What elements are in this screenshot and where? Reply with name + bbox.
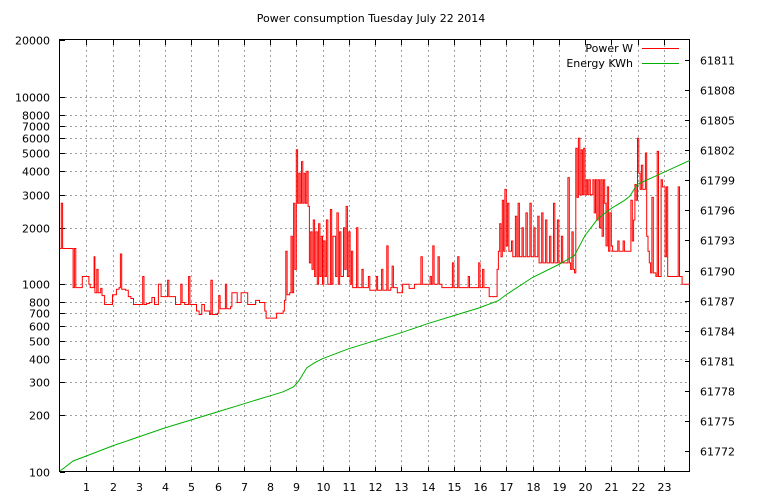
x-tick-label: 23 [658,481,672,494]
y-left-tick-label: 20000 [15,35,50,48]
y-left-tick-label: 5000 [22,148,50,161]
x-tick-label: 16 [474,481,488,494]
x-tick-label: 11 [343,481,357,494]
y-right-tick-label: 61787 [700,296,735,309]
y-axis-right: 61772 61775 61778 61781 61784 61787 61790 61793… [685,55,735,459]
series-line-power [60,137,690,319]
x-tick-label: 4 [162,481,169,494]
x-tick-label: 20 [579,481,593,494]
x-tick-label: 1 [83,481,90,494]
y-right-tick-label: 61796 [700,205,735,218]
x-tick-label: 22 [632,481,646,494]
x-tick-label: 18 [527,481,541,494]
grid-lines [60,40,690,472]
y-right-tick-label: 61772 [700,446,735,459]
chart-title: Power consumption Tuesday July 22 2014 [257,12,486,25]
x-tick-label: 15 [448,481,462,494]
x-tick-label: 21 [605,481,619,494]
x-tick-label: 5 [188,481,195,494]
x-tick-label: 2 [110,481,117,494]
y-left-tick-label: 300 [29,377,50,390]
y-left-tick-label: 6000 [22,133,50,146]
series-layer [59,137,691,472]
x-tick-label: 6 [215,481,222,494]
legend-label: Power W [585,42,633,55]
x-tick-label: 13 [395,481,409,494]
y-right-tick-label: 61811 [700,55,735,68]
y-left-tick-label: 4000 [22,166,50,179]
x-tick-label: 7 [241,481,248,494]
y-left-tick-label: 10000 [15,92,50,105]
x-tick-label: 3 [136,481,143,494]
x-tick-label: 19 [553,481,567,494]
y-left-tick-label: 800 [29,297,50,310]
x-tick-label: 14 [422,481,436,494]
y-right-tick-label: 61793 [700,235,735,248]
y-left-tick-label: 2000 [22,223,50,236]
y-left-tick-label: 500 [29,336,50,349]
y-right-tick-label: 61808 [700,85,735,98]
y-right-tick-label: 61781 [700,356,735,369]
y-right-tick-label: 61802 [700,145,735,158]
y-left-tick-label: 100 [29,467,50,480]
y-left-tick-label: 700 [29,308,50,321]
x-tick-label: 10 [317,481,331,494]
y-left-tick-label: 7000 [22,121,50,134]
y-right-tick-label: 61775 [700,416,735,429]
y-right-tick-label: 61784 [700,326,735,339]
x-tick-label: 9 [293,481,300,494]
legend-label: Energy KWh [566,57,633,70]
y-left-tick-label: 8000 [22,110,50,123]
legend: Power W Energy KWh [566,42,679,70]
y-left-tick-label: 200 [29,410,50,423]
series-line-energy [59,159,691,472]
y-right-tick-label: 61778 [700,386,735,399]
y-left-tick-label: 600 [29,321,50,334]
y-right-tick-label: 61799 [700,175,735,188]
x-tick-label: 17 [500,481,514,494]
y-left-tick-label: 400 [29,354,50,367]
y-left-tick-label: 3000 [22,190,50,203]
y-left-tick-label: 1000 [22,279,50,292]
y-right-tick-label: 61790 [700,266,735,279]
y-right-tick-label: 61805 [700,115,735,128]
x-tick-label: 12 [369,481,383,494]
x-axis: 1 2 3 4 5 6 7 8 9 10 11 12 13 14 15 16 17 18 19 20 21 22 23 [83,40,672,494]
plot-area-border [59,39,690,472]
x-tick-label: 8 [267,481,274,494]
